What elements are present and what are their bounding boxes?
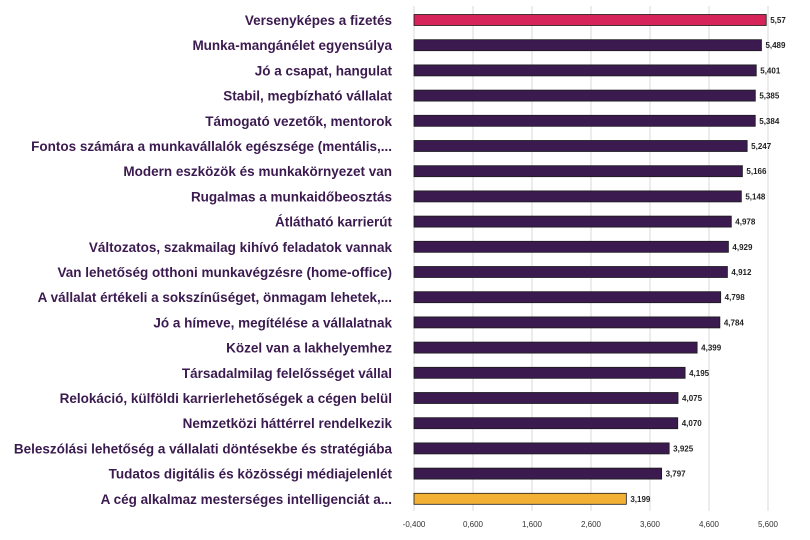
category-label: Tudatos digitális és közösségi médiajele… bbox=[109, 467, 393, 482]
category-labels: Versenyképes a fizetés Munka-mangánélet e… bbox=[14, 13, 393, 507]
value-labels: 5,57 5,489 5,401 5,385 5,384 5,247 5,166 5,148 4… bbox=[630, 16, 786, 504]
data-label: 4,070 bbox=[682, 419, 703, 428]
data-label: 5,489 bbox=[765, 41, 786, 50]
data-label: 4,798 bbox=[725, 293, 746, 302]
bar bbox=[413, 341, 698, 354]
bar bbox=[413, 492, 627, 505]
bar bbox=[413, 442, 670, 455]
data-label: 4,075 bbox=[682, 394, 703, 403]
bar bbox=[413, 215, 732, 228]
bar bbox=[413, 240, 729, 253]
category-label: Változatos, szakmailag kihívó feladatok … bbox=[89, 240, 393, 255]
category-label: Munka-mangánélet egyensúlya bbox=[192, 38, 392, 53]
category-label: Fontos számára a munkavállalók egészsége… bbox=[31, 139, 392, 154]
data-label: 4,399 bbox=[701, 344, 722, 353]
category-label: A cég alkalmaz mesterséges intelligenciá… bbox=[101, 492, 392, 507]
bar bbox=[413, 140, 748, 152]
data-label: 4,929 bbox=[732, 243, 753, 252]
category-label: Társadalmilag felelősséget vállal bbox=[182, 366, 392, 381]
bar bbox=[413, 392, 679, 404]
data-label: 4,978 bbox=[735, 218, 756, 227]
data-label: 5,401 bbox=[760, 66, 781, 75]
category-label: Jó a csapat, hangulat bbox=[255, 63, 393, 78]
x-axis-ticks: -0,400 0,600 1,600 2,600 3,600 4,600 5,600 bbox=[403, 520, 779, 529]
category-label: Nemzetközi háttérrel rendelkezik bbox=[183, 416, 393, 431]
data-label: 3,925 bbox=[673, 444, 694, 453]
bar bbox=[413, 467, 663, 480]
bar bbox=[413, 39, 762, 52]
x-tick-label: 1,600 bbox=[522, 520, 543, 529]
bar bbox=[413, 165, 743, 178]
category-label: Relokáció, külföldi karrierlehetőségek a… bbox=[60, 391, 392, 406]
x-tick-label: -0,400 bbox=[403, 520, 426, 529]
bar bbox=[413, 266, 728, 278]
x-tick-label: 5,600 bbox=[758, 520, 779, 529]
category-label: Átlátható karrierút bbox=[275, 215, 393, 230]
x-tick-label: 3,600 bbox=[640, 520, 661, 529]
x-tick-label: 2,600 bbox=[581, 520, 602, 529]
category-label: Jó a hímeve, megítélése a vállalatnak bbox=[153, 315, 392, 330]
bar bbox=[413, 14, 767, 26]
category-label: Beleszólási lehetőség a vállalati döntés… bbox=[14, 441, 393, 456]
data-label: 4,912 bbox=[731, 268, 752, 277]
bar bbox=[413, 190, 742, 203]
category-label: Támogató vezetők, mentorok bbox=[205, 114, 392, 129]
data-label: 4,784 bbox=[724, 318, 745, 327]
gridlines bbox=[413, 6, 769, 511]
data-label: 5,385 bbox=[759, 92, 780, 101]
category-label: A vállalat értékeli a sokszínűséget, önm… bbox=[38, 290, 392, 305]
bar bbox=[413, 316, 721, 329]
bars bbox=[413, 14, 767, 505]
category-label: Rugalmas a munkaidőbeosztás bbox=[191, 189, 392, 204]
bar bbox=[413, 89, 756, 102]
data-label: 3,199 bbox=[630, 495, 651, 504]
bar bbox=[413, 64, 757, 77]
data-label: 5,384 bbox=[759, 117, 780, 126]
data-label: 3,797 bbox=[666, 470, 687, 479]
data-label: 5,57 bbox=[770, 16, 786, 25]
category-label: Stabil, megbízható vállalat bbox=[223, 89, 392, 104]
x-tick-label: 0,600 bbox=[463, 520, 484, 529]
data-label: 4,195 bbox=[689, 369, 710, 378]
data-label: 5,148 bbox=[745, 192, 766, 201]
category-label: Van lehetőség otthoni munkavégzésre (hom… bbox=[57, 265, 392, 280]
bar bbox=[413, 114, 756, 127]
bar bbox=[413, 417, 679, 430]
bar bbox=[413, 366, 686, 379]
category-label: Versenyképes a fizetés bbox=[245, 13, 392, 28]
bar bbox=[413, 291, 722, 304]
data-label: 5,247 bbox=[751, 142, 772, 151]
data-label: 5,166 bbox=[746, 167, 767, 176]
category-label: Modern eszközök és munkakörnyezet van bbox=[123, 164, 392, 179]
category-label: Közel van a lakhelyemhez bbox=[226, 341, 392, 356]
x-tick-label: 4,600 bbox=[699, 520, 720, 529]
